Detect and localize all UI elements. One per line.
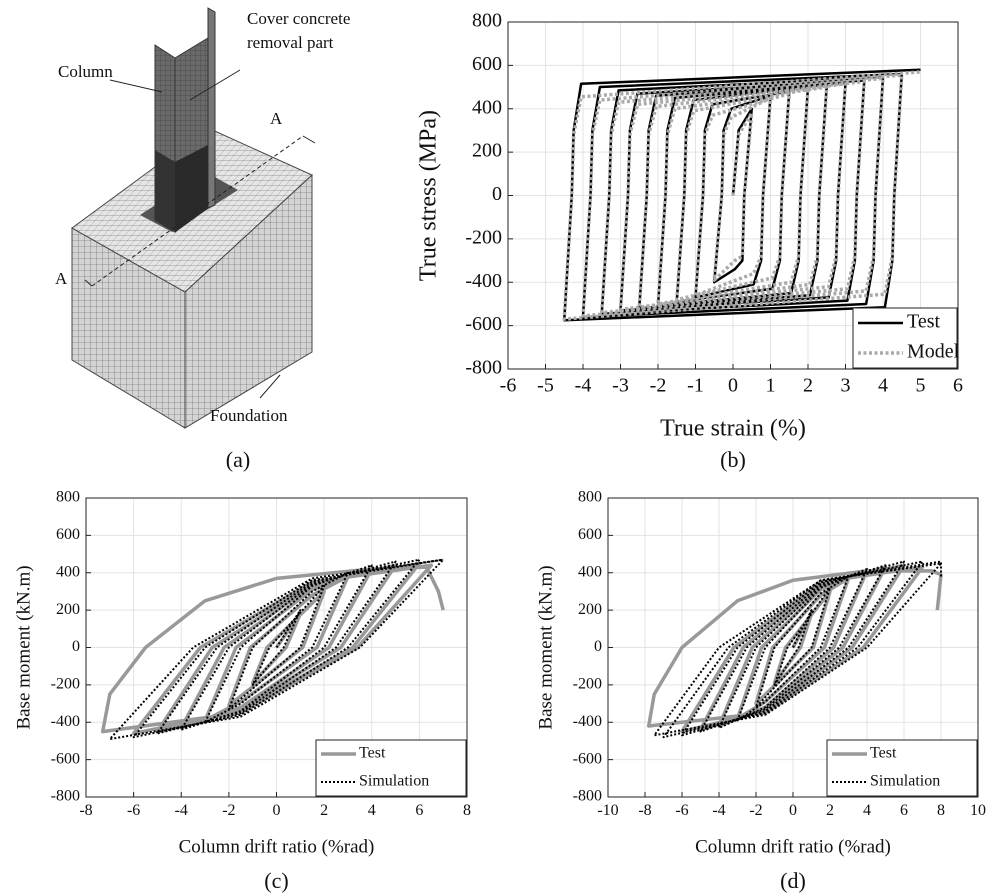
x-tick-label: 0 <box>789 802 797 819</box>
x-tick-label: 2 <box>803 375 813 397</box>
figure: Column Cover concrete removal part A A F… <box>0 0 1004 893</box>
y-tick-label: 400 <box>578 563 602 580</box>
y-tick-label: 800 <box>56 489 80 506</box>
caption: (a) <box>226 447 250 472</box>
y-tick-label: 600 <box>472 53 502 75</box>
x-tick-label: -4 <box>712 802 725 819</box>
label-cover: removal part <box>247 33 334 52</box>
y-tick-label: 600 <box>578 526 602 543</box>
x-tick-label: 8 <box>937 802 945 819</box>
x-tick-label: 3 <box>841 375 851 397</box>
x-tick-label: 10 <box>970 802 986 819</box>
x-tick-label: 2 <box>826 802 834 819</box>
x-tick-label: -2 <box>749 802 762 819</box>
y-tick-label: -400 <box>51 713 80 730</box>
y-axis-label: True stress (MPa) <box>416 110 442 281</box>
x-tick-label: 4 <box>368 802 376 819</box>
label-cover: Cover concrete <box>247 9 350 28</box>
legend-label: Simulation <box>359 773 429 790</box>
x-tick-label: 4 <box>863 802 871 819</box>
legend-label: Test <box>359 745 386 762</box>
y-tick-label: 0 <box>72 638 80 655</box>
label-section: A <box>270 109 283 128</box>
y-axis-label: Base moment (kN.m) <box>535 565 556 729</box>
plot-area <box>103 560 444 739</box>
x-tick-label: -2 <box>222 802 235 819</box>
label-foundation: Foundation <box>210 406 288 425</box>
caption: (d) <box>780 868 806 893</box>
y-tick-label: -800 <box>51 788 80 805</box>
y-tick-label: 200 <box>578 601 602 618</box>
label-column: Column <box>58 62 113 81</box>
y-tick-label: -800 <box>573 788 602 805</box>
y-tick-label: -400 <box>465 270 502 292</box>
x-axis-label: True strain (%) <box>660 416 806 442</box>
y-tick-label: -200 <box>465 226 502 248</box>
y-tick-label: 400 <box>472 96 502 118</box>
x-tick-label: -5 <box>537 375 554 397</box>
y-tick-label: -800 <box>465 357 502 379</box>
x-tick-label: -4 <box>575 375 592 397</box>
y-tick-label: 0 <box>594 638 602 655</box>
label-section: A <box>55 269 68 288</box>
y-tick-label: 200 <box>472 140 502 162</box>
y-tick-label: 800 <box>578 489 602 506</box>
legend-label: Test <box>907 311 940 333</box>
y-tick-label: 800 <box>472 10 502 32</box>
x-tick-label: -8 <box>79 802 92 819</box>
y-tick-label: -600 <box>573 750 602 767</box>
y-tick-label: -200 <box>51 676 80 693</box>
x-axis-label: Column drift ratio (%rad) <box>695 836 891 857</box>
caption: (c) <box>264 868 288 893</box>
y-axis-label: Base moment (kN.m) <box>13 565 34 729</box>
x-tick-label: -8 <box>638 802 651 819</box>
column-flange-back <box>208 8 215 208</box>
legend-label: Model <box>907 341 960 363</box>
x-tick-label: -4 <box>175 802 188 819</box>
cover-removal <box>155 150 175 232</box>
series-line <box>649 565 941 731</box>
x-tick-label: -3 <box>612 375 629 397</box>
chart: -8 -6 -4 -2 0 2 4 6 8 -800 -600 -400 -200 0 200 400 600 8… <box>13 489 471 893</box>
legend-label: Test <box>870 745 897 762</box>
x-tick-label: 5 <box>916 375 926 397</box>
y-tick-label: -400 <box>573 713 602 730</box>
y-tick-label: -600 <box>465 313 502 335</box>
x-tick-label: -6 <box>500 375 517 397</box>
x-tick-label: 6 <box>953 375 963 397</box>
x-tick-label: -2 <box>650 375 667 397</box>
x-tick-label: -6 <box>675 802 688 819</box>
y-tick-label: 200 <box>56 601 80 618</box>
legend-label: Simulation <box>870 773 940 790</box>
x-tick-label: 8 <box>463 802 471 819</box>
x-tick-label: -1 <box>687 375 704 397</box>
y-tick-label: 400 <box>56 563 80 580</box>
chart: -6 -5 -4 -3 -2 -1 0 1 2 3 4 5 6 -800 -600 -400 -200 0 200 4… <box>416 10 964 472</box>
x-tick-label: 2 <box>320 802 328 819</box>
y-tick-label: -200 <box>573 676 602 693</box>
x-tick-label: 4 <box>878 375 888 397</box>
y-tick-label: -600 <box>51 750 80 767</box>
x-tick-label: 1 <box>766 375 776 397</box>
series-line <box>103 563 444 733</box>
y-tick-label: 0 <box>492 183 502 205</box>
plot-area <box>649 562 941 738</box>
leader <box>110 80 162 92</box>
x-tick-label: 6 <box>415 802 423 819</box>
y-tick-label: 600 <box>56 526 80 543</box>
fe-model-diagram: Column Cover concrete removal part A A F… <box>55 8 350 472</box>
x-tick-label: 0 <box>728 375 738 397</box>
x-tick-label: 0 <box>273 802 281 819</box>
caption: (b) <box>720 447 746 472</box>
x-tick-label: 6 <box>900 802 908 819</box>
x-tick-label: -6 <box>127 802 140 819</box>
x-axis-label: Column drift ratio (%rad) <box>179 836 375 857</box>
